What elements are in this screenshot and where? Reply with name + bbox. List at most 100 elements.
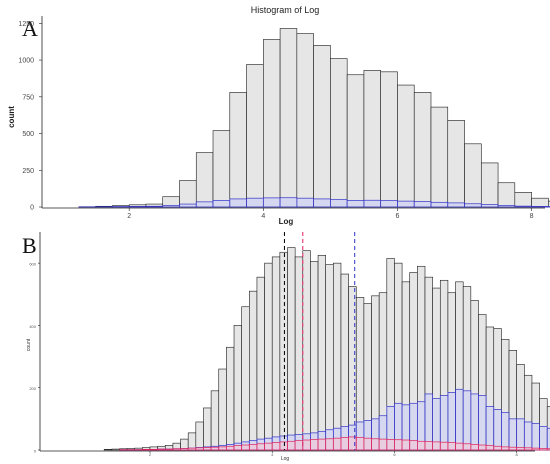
panel-a-bar — [531, 197, 549, 208]
panel-a-bar — [514, 192, 532, 208]
panel-b-bar — [233, 445, 243, 451]
panel-b-reference-lines — [283, 232, 356, 450]
panel-a-y-tick-label: 500 — [22, 131, 34, 138]
panel-b-bar — [256, 443, 265, 451]
panel-b-bar — [478, 444, 487, 451]
panel-a-bars — [78, 28, 550, 208]
panel-b-bar — [172, 448, 181, 451]
panel-a-x-tick-label: 8 — [530, 213, 534, 220]
panel-a-bar — [346, 200, 365, 208]
panel-a-bar — [296, 197, 314, 208]
panel-a-bar — [363, 70, 381, 208]
panel-a-bar — [229, 92, 247, 208]
panel-b-bar — [401, 439, 411, 451]
panel-a-bar — [397, 200, 415, 208]
panel-b-bar — [340, 437, 349, 451]
panel-b-bar — [226, 445, 235, 451]
panel-b-bar — [203, 407, 212, 451]
panel-a-bar — [195, 152, 214, 208]
panel-b-bar — [310, 261, 319, 451]
panel-a-title: Histogram of Log — [251, 5, 320, 15]
panel-b-bar — [111, 448, 120, 451]
panel-b-bar — [546, 448, 550, 451]
panel-b-bar — [226, 346, 235, 451]
panel-b-bar — [455, 388, 464, 451]
panel-b-bars — [103, 247, 550, 451]
panel-a-bar — [430, 106, 449, 208]
panel-b-bar — [187, 432, 197, 451]
panel-b-bar — [462, 390, 472, 451]
panel-a-bar — [246, 64, 264, 208]
panel-b-bar — [455, 442, 464, 451]
panel-a-x-tick-label: 2 — [127, 213, 131, 220]
panel-a-bar — [330, 199, 348, 208]
panel-b-bar — [485, 406, 495, 451]
panel-b-bar — [531, 447, 540, 451]
panel-a-bar — [531, 206, 549, 208]
panel-a-bar — [480, 162, 499, 208]
panel-b-bar — [508, 418, 518, 451]
panel-b-bar — [195, 447, 204, 451]
panel-b-bar — [325, 438, 334, 451]
panel-a-bar — [430, 201, 449, 208]
panel-a-bar — [313, 45, 331, 208]
panel-b-bar — [248, 444, 258, 451]
panel-b-bar — [470, 444, 479, 451]
panel-b-bar — [210, 446, 220, 451]
panel-b-bar — [287, 440, 296, 451]
panel-b-bar — [287, 247, 296, 451]
panel-b-bar — [378, 438, 388, 451]
panel-b-bar — [539, 448, 548, 451]
panel-b-bar — [493, 445, 502, 451]
panel-b-bar — [302, 250, 311, 451]
panel-b-bar — [317, 255, 326, 451]
panel-b-bar — [233, 325, 242, 451]
panel-b-bar — [241, 306, 250, 451]
panel-b-bar — [447, 392, 456, 451]
panel-b-bar — [264, 442, 273, 451]
panel-b-bar — [523, 421, 533, 451]
panel-a-bar — [380, 71, 398, 208]
panel-a-bar — [380, 200, 398, 208]
panel-b-y-tick-label: 0 — [34, 449, 37, 454]
panel-b-bar — [439, 395, 449, 451]
panel-a-letter: A — [22, 16, 38, 41]
panel-b-letter: B — [22, 233, 37, 258]
panel-a-x-tick-label: 6 — [396, 213, 400, 220]
panel-b-bar — [279, 251, 288, 451]
panel-a-bar — [179, 203, 197, 208]
panel-b-bar — [103, 449, 113, 451]
panel-b-bar — [478, 395, 487, 451]
panel-b-bar — [279, 441, 288, 451]
panel-a-bar — [212, 200, 231, 208]
panel-b-bar — [462, 443, 472, 451]
panel-b-bar — [439, 441, 449, 451]
panel-a-bar — [330, 58, 348, 208]
panel-a: A Histogram of Log count Log 0 250 500 750 1… — [7, 5, 550, 226]
panel-b-bar — [417, 440, 426, 451]
panel-b-bar — [271, 256, 281, 451]
panel-b-bar — [294, 256, 304, 451]
panel-b-y-tick-label: 400 — [29, 324, 36, 329]
panel-b-bar — [264, 262, 273, 451]
panel-a-bar — [397, 84, 415, 208]
panel-b-x-tick-label: 4 — [271, 452, 274, 457]
panel-b-x-tick-label: 8 — [516, 452, 519, 457]
panel-a-bar — [195, 201, 214, 208]
panel-a-bar — [263, 39, 281, 208]
panel-a-y-tick-label: 0 — [30, 205, 34, 212]
panel-a-y-tick-label: 750 — [22, 94, 34, 101]
panel-b-bar — [340, 273, 349, 451]
panel-b-bar — [149, 449, 158, 451]
panel-b-bar — [310, 439, 319, 451]
panel-a-bar — [480, 204, 499, 208]
panel-b-bar — [218, 368, 227, 451]
panel-b-x-tick-label: 2 — [149, 452, 152, 457]
panel-a-series-1 — [78, 197, 550, 208]
panel-b-bar — [424, 441, 433, 451]
panel-b-bar — [516, 418, 525, 451]
panel-b-bar — [485, 445, 495, 451]
panel-b: B count Log 0 200 400 600 2 4 6 8 — [22, 232, 550, 462]
panel-b-bar — [317, 438, 327, 451]
panel-b-bar — [157, 448, 166, 451]
